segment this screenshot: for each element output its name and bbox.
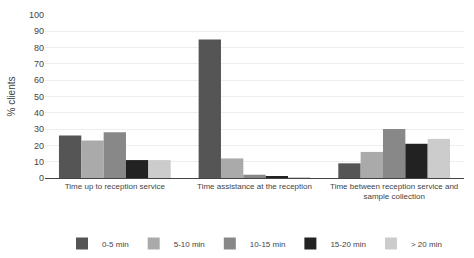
svg-text:Time assistance at the recepti: Time assistance at the reception (197, 182, 312, 191)
svg-text:5-10 min: 5-10 min (174, 240, 205, 249)
svg-text:0: 0 (39, 173, 44, 183)
svg-text:30: 30 (34, 124, 44, 134)
svg-text:Time between reception service: Time between reception service andsample… (330, 182, 458, 201)
svg-text:Time up to reception service: Time up to reception service (65, 182, 166, 191)
svg-text:70: 70 (34, 59, 44, 69)
svg-text:40: 40 (34, 108, 44, 118)
svg-text:10: 10 (34, 157, 44, 167)
svg-text:10-15 min: 10-15 min (250, 240, 286, 249)
svg-text:100: 100 (29, 10, 44, 20)
svg-text:60: 60 (34, 75, 44, 85)
svg-text:15-20 min: 15-20 min (330, 240, 366, 249)
svg-text:90: 90 (34, 26, 44, 36)
svg-text:50: 50 (34, 92, 44, 102)
svg-text:80: 80 (34, 43, 44, 53)
svg-text:20: 20 (34, 141, 44, 151)
svg-text:> 20 min: > 20 min (411, 240, 442, 249)
svg-text:% clients: % clients (6, 76, 17, 116)
svg-text:0-5 min: 0-5 min (102, 240, 129, 249)
